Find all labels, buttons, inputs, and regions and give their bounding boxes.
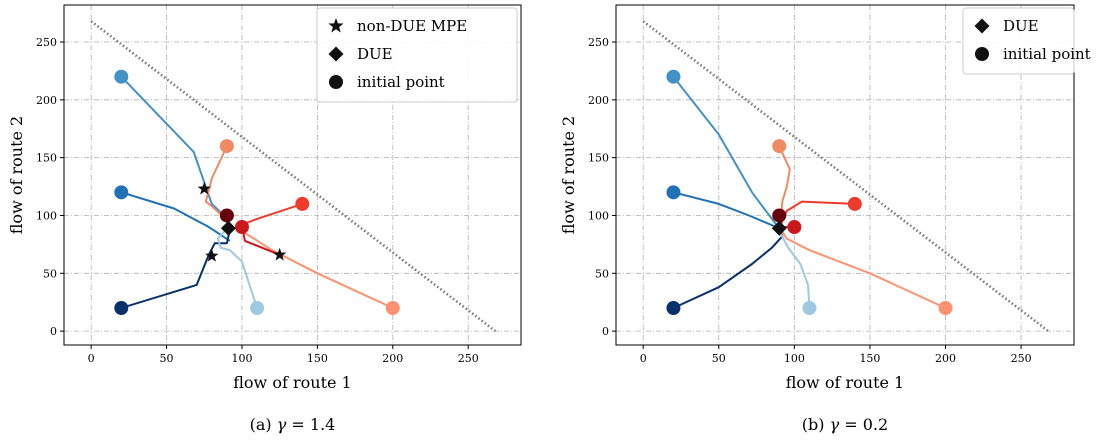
initial-point-3 — [802, 300, 817, 315]
plot-frame — [615, 4, 1075, 346]
trajectory-line-3 — [779, 233, 811, 309]
initial-point-2 — [666, 300, 681, 315]
initial-point-5 — [847, 196, 862, 211]
caption-symbol: γ — [830, 415, 840, 434]
legend-box — [316, 7, 518, 103]
initial-point-8 — [772, 208, 787, 223]
mpe-marker-1 — [205, 248, 219, 262]
x-tick-label: 250 — [1011, 352, 1032, 365]
caption-symbol: γ — [277, 415, 287, 434]
initial-point-7 — [787, 220, 802, 235]
y-tick-label: 50 — [43, 267, 57, 280]
trajectory-line-2 — [121, 229, 231, 309]
trajectory-line-2 — [672, 227, 784, 309]
chart-a-svg: 0 50 100 150 200 250 0 50 100 150 200 250 flow of ro… — [7, 4, 522, 434]
x-tick-label: 250 — [458, 352, 479, 365]
due-marker-0 — [771, 220, 787, 236]
initial-point-4 — [219, 139, 234, 154]
trajectory-line-0 — [672, 76, 778, 226]
y-tick-label: 100 — [588, 209, 609, 222]
y-tick-label: 200 — [36, 94, 57, 107]
legend-circle-icon — [329, 75, 343, 89]
initial-point-7 — [234, 220, 249, 235]
caption-value: = 0.2 — [839, 415, 888, 434]
initial-point-3 — [250, 300, 265, 315]
y-tick-label: 0 — [50, 325, 57, 338]
caption-prefix: (b) — [802, 415, 830, 434]
x-tick-label: 150 — [307, 352, 328, 365]
legend-label: initial point — [357, 73, 445, 91]
y-tick-label: 50 — [595, 267, 609, 280]
legend-label: DUE — [1003, 17, 1039, 35]
x-tick-label: 200 — [935, 352, 956, 365]
initial-point-0 — [114, 69, 129, 84]
legend-circle-icon — [975, 47, 989, 61]
due-marker-0 — [220, 220, 236, 236]
trajectory-line-4 — [778, 145, 791, 222]
y-tick-label: 100 — [36, 209, 57, 222]
x-tick-label: 100 — [784, 352, 805, 365]
x-tick-label: 50 — [160, 352, 174, 365]
plot-frame — [63, 4, 522, 346]
initial-point-1 — [114, 185, 129, 200]
trajectory-line-6 — [238, 228, 394, 309]
y-axis-label: flow of route 2 — [7, 116, 26, 234]
trajectory-line-4 — [204, 145, 228, 221]
legend-label: non-DUE MPE — [357, 17, 467, 35]
initial-point-4 — [772, 139, 787, 154]
mpe-marker-2 — [273, 247, 287, 261]
x-axis-label: flow of route 1 — [233, 373, 351, 392]
x-tick-label: 150 — [859, 352, 880, 365]
y-tick-label: 200 — [588, 94, 609, 107]
legend-diamond-icon — [328, 46, 344, 62]
mpe-marker-0 — [197, 181, 211, 195]
initial-point-5 — [295, 196, 310, 211]
x-tick-label: 200 — [382, 352, 403, 365]
trajectory-line-1 — [121, 191, 231, 242]
subfigure-caption: (b) γ = 0.2 — [802, 415, 888, 434]
caption-value: = 1.4 — [286, 415, 335, 434]
chart-panel-a: 0 50 100 150 200 250 0 50 100 150 200 250 flow of ro… — [0, 0, 555, 441]
caption-prefix: (a) — [250, 415, 277, 434]
initial-point-0 — [666, 69, 681, 84]
x-tick-label: 0 — [88, 352, 95, 365]
trajectory-line-1 — [673, 191, 777, 228]
legend-star-icon — [328, 18, 344, 33]
y-tick-label: 150 — [588, 152, 609, 165]
y-tick-label: 250 — [588, 36, 609, 49]
legend-label: DUE — [357, 45, 393, 63]
legend-diamond-icon — [974, 18, 990, 34]
initial-point-2 — [114, 300, 129, 315]
chart-b-svg: 0 50 100 150 200 250 0 50 100 150 200 250 flow of ro… — [559, 4, 1091, 434]
y-axis-label: flow of route 2 — [559, 116, 578, 234]
x-tick-label: 0 — [640, 352, 647, 365]
initial-point-1 — [666, 185, 681, 200]
y-tick-label: 250 — [36, 36, 57, 49]
constraint-line — [90, 20, 497, 333]
y-tick-label: 150 — [36, 152, 57, 165]
x-tick-label: 50 — [712, 352, 726, 365]
legend-label: initial point — [1003, 45, 1091, 63]
chart-panel-b: 0 50 100 150 200 250 0 50 100 150 200 250 flow of ro… — [555, 0, 1110, 441]
y-tick-label: 0 — [602, 325, 609, 338]
x-tick-label: 100 — [231, 352, 252, 365]
trajectory-line-6 — [779, 228, 946, 309]
trajectory-line-0 — [120, 76, 231, 228]
subfigure-caption: (a) γ = 1.4 — [250, 415, 336, 434]
initial-point-8 — [219, 208, 234, 223]
initial-point-6 — [938, 300, 953, 315]
x-axis-label: flow of route 1 — [786, 373, 904, 392]
initial-point-6 — [385, 300, 400, 315]
constraint-line — [642, 20, 1050, 333]
legend-box — [962, 7, 1075, 75]
trajectory-line-3 — [216, 231, 259, 309]
